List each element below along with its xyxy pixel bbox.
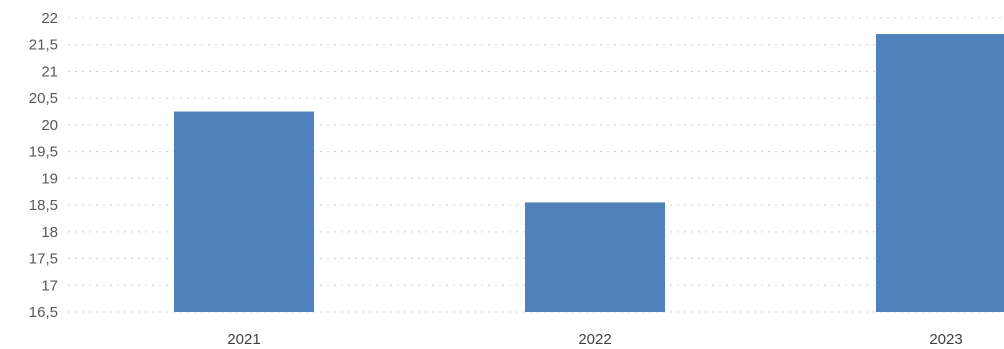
- x-tick-label: 2023: [929, 331, 962, 348]
- bar-2023: [876, 34, 1004, 312]
- y-tick-label: 21,5: [29, 37, 58, 54]
- y-tick-label: 19,5: [29, 144, 58, 161]
- x-axis-ticks: 2021 2022 2023: [227, 331, 962, 348]
- bar-2022: [525, 202, 665, 312]
- y-tick-label: 22: [41, 10, 58, 27]
- y-axis-ticks: 16,5 17 17,5 18 18,5 19 19,5 20 20,5 21 21,5 22: [29, 10, 58, 321]
- y-tick-label: 16,5: [29, 304, 58, 321]
- bars: [174, 34, 1004, 312]
- bar-2021: [174, 111, 314, 312]
- x-tick-label: 2021: [227, 331, 260, 348]
- x-tick-label: 2022: [578, 331, 611, 348]
- y-tick-label: 19: [41, 170, 58, 187]
- y-tick-label: 18: [41, 224, 58, 241]
- y-tick-label: 17,5: [29, 251, 58, 268]
- y-tick-label: 17: [41, 277, 58, 294]
- y-tick-label: 21: [41, 63, 58, 80]
- y-tick-label: 18,5: [29, 197, 58, 214]
- y-tick-label: 20,5: [29, 90, 58, 107]
- y-tick-label: 20: [41, 117, 58, 134]
